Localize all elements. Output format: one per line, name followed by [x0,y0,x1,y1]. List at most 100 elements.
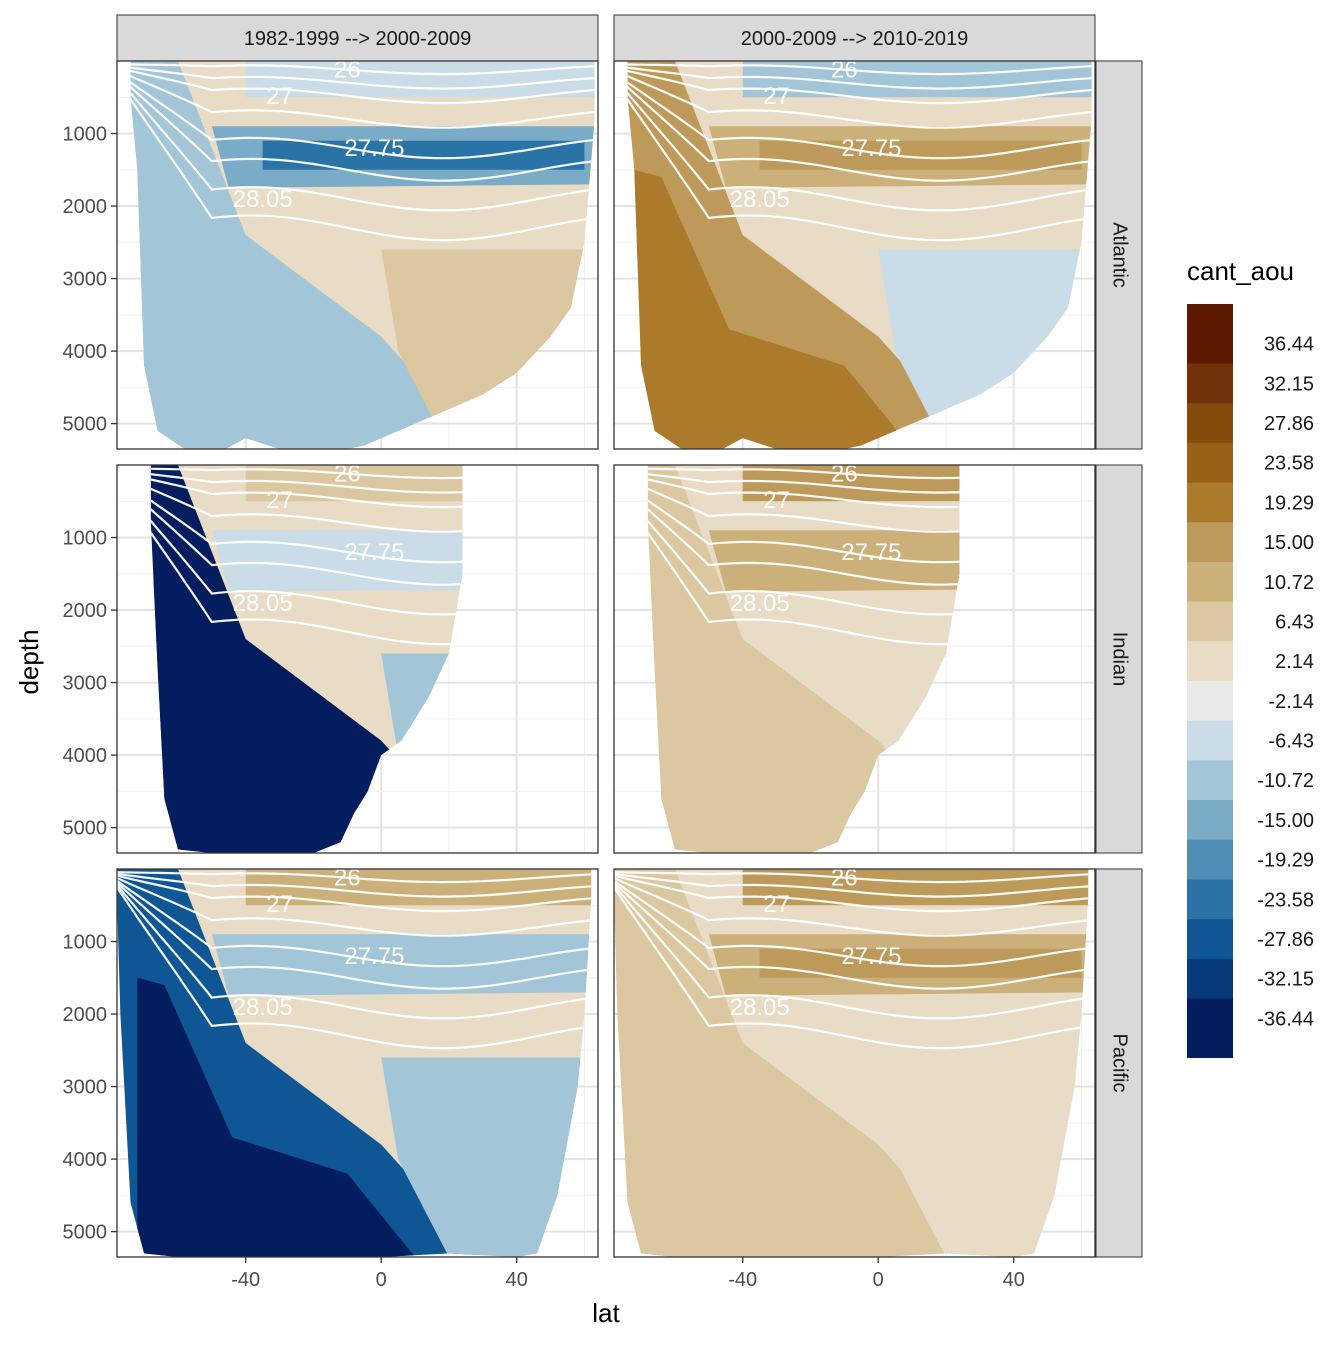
fill-surface-band [245,465,463,502]
column-strip-label: 2000-2009 --> 2010-2019 [741,28,968,50]
panel-contours [614,871,1089,1050]
isopycnal-line [117,876,592,937]
contour-label: 27.75 [344,539,404,566]
isopycnal-line [627,68,1092,129]
isopycnal-line [150,480,463,616]
contour-label: 28.05 [233,994,293,1021]
x-tick-label: 40 [506,1269,528,1291]
legend-label: -2.14 [1268,691,1314,713]
row-strip-pacific [1095,868,1143,1258]
panel-contours [150,467,463,646]
panel-border [613,868,1096,1258]
legend-label: 36.44 [1264,334,1314,356]
fill-surface-band [742,869,1089,906]
isopycnal-line [614,884,1089,1020]
legend-label: 2.14 [1275,651,1314,673]
legend-swatch [1187,720,1233,761]
panel-fill [614,869,1089,1257]
isopycnal-line [647,470,960,509]
fill-deep-core [137,169,416,449]
y-tick-label: 5000 [63,818,108,840]
contour-label: 27 [266,487,293,514]
isopycnal-line [117,881,592,990]
isopycnal-line [647,482,960,646]
legend-swatch [1187,561,1233,603]
contour-label: 27 [266,83,293,110]
isopycnal-line [150,470,463,509]
isopycnal-line [614,876,1089,937]
x-axis-title: lat [592,1298,620,1328]
fill-surface-band [245,61,595,98]
isopycnal-line [627,73,1092,182]
fill-surface-band [742,61,1092,98]
isopycnal-line [614,872,1089,898]
isopycnal-line [627,66,1092,105]
isopycnal-line [614,881,1089,990]
isopycnal-line [117,886,592,1050]
isopycnal-line [614,886,1089,1050]
legend-swatch [1187,323,1233,365]
isopycnal-line [130,71,595,160]
legend-label: 15.00 [1264,532,1314,554]
x-tick-label: 40 [1003,1269,1025,1291]
isopycnal-line [150,472,463,533]
legend-label: 23.58 [1264,453,1314,475]
row-strip-atlantic [1095,60,1143,450]
isopycnal-line [647,480,960,616]
isopycnal-line [614,871,1089,884]
legend-label: 19.29 [1264,492,1314,514]
contour-label: 28.05 [233,590,293,617]
contour-label: 28.05 [730,186,790,213]
isopycnal-line [627,76,1092,212]
fill-intermediate-core [262,140,585,170]
contour-label: 27 [763,83,790,110]
legend-swatch [1187,363,1233,404]
isopycnal-line [130,78,595,242]
column-strip-label: 1982-1999 --> 2000-2009 [244,28,471,50]
legend-swatch [1187,919,1233,960]
isopycnal-line [130,76,595,212]
panel-border [613,464,1096,854]
legend-swatch [1187,958,1233,999]
fill-deep-core [634,977,913,1257]
contour-label: 27 [266,891,293,918]
legend-label: 6.43 [1275,611,1314,633]
legend-swatch [1187,839,1233,880]
legend-swatch [1187,800,1233,841]
legend-swatch [1187,442,1233,484]
legend-label: 27.86 [1264,413,1314,435]
panel-border [116,464,599,854]
legend-swatch-cap [1187,1038,1233,1058]
y-tick-label: 1000 [63,528,108,550]
contour-label: 27.75 [841,943,901,970]
row-strip-label: Atlantic [1109,222,1131,288]
isopycnal-line [130,66,595,105]
fill-intermediate-core [262,948,585,978]
fill-surface-band [245,869,592,906]
legend-label: -32.15 [1257,969,1314,991]
x-tick-label: 0 [376,1269,387,1291]
isopycnal-line [130,73,595,182]
contour-label: 27 [763,891,790,918]
legend-swatch [1187,522,1233,563]
legend-swatch [1187,879,1233,920]
y-tick-label: 4000 [63,745,108,767]
contour-label: 28.05 [730,590,790,617]
fill-deep-core [634,169,913,449]
legend-label: -36.44 [1257,1008,1314,1030]
contour-label: 28.05 [233,186,293,213]
panel-contours [647,467,960,646]
column-strip-1 [116,14,599,62]
y-tick-label: 1000 [63,124,108,146]
x-tick-label: -40 [231,1269,260,1291]
panel-contours [627,63,1092,242]
y-tick-label: 2000 [63,196,108,218]
legend-swatch [1187,641,1233,682]
row-strip-indian [1095,464,1143,854]
isopycnal-line [647,468,960,494]
panel-border [116,868,599,1258]
isopycnal-line [150,475,463,564]
